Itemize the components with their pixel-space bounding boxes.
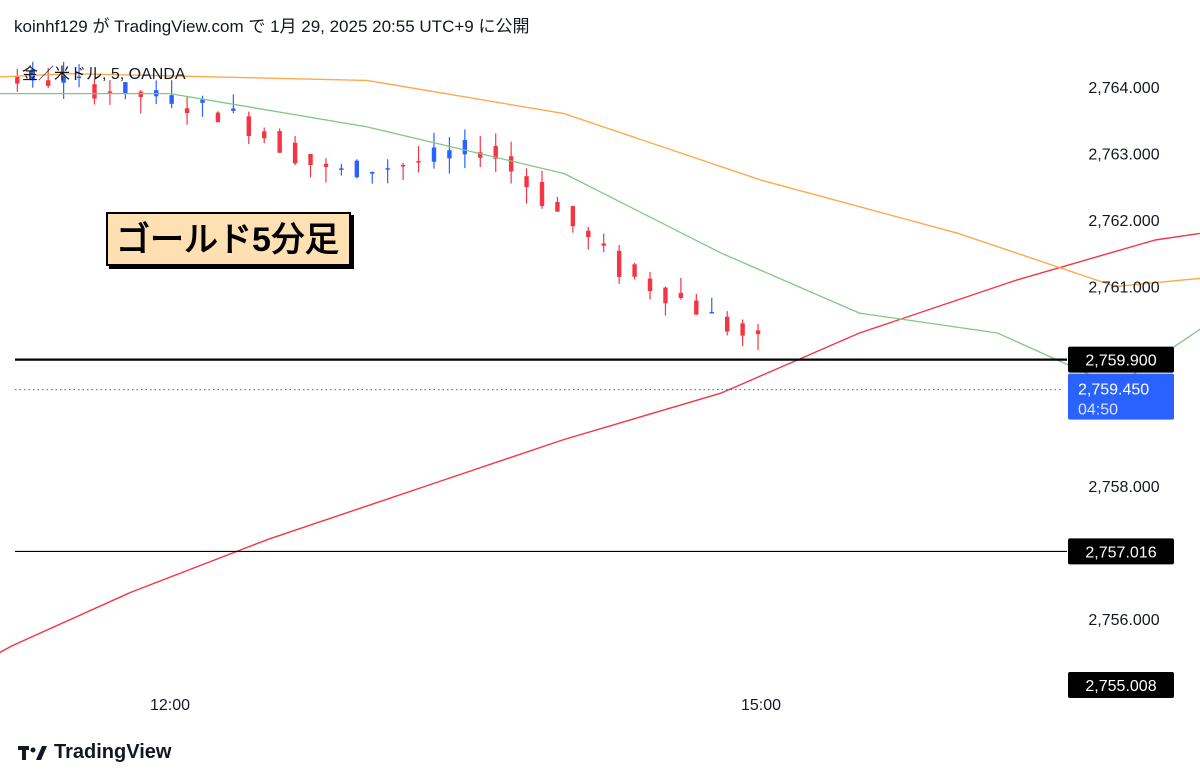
tradingview-footer[interactable]: TradingView (18, 741, 171, 764)
candle-down (246, 116, 251, 136)
symbol-label[interactable]: 金／米ドル, 5, OANDA (22, 66, 186, 83)
candle-up (447, 150, 452, 159)
candle-down (616, 250, 622, 278)
candle-down (45, 80, 51, 86)
price-tick-label: 2,762.000 (1088, 213, 1159, 230)
candle-up (462, 140, 468, 155)
candle-down (215, 112, 221, 123)
candle-down (416, 161, 421, 163)
chart-annotation-box: ゴールド5分足 (106, 212, 351, 266)
countdown-label: 04:50 (1078, 402, 1118, 419)
price-level-tag[interactable] (1068, 671, 1174, 698)
time-tick-label: 15:00 (741, 697, 781, 714)
candle-up (431, 147, 437, 162)
candle-up (169, 95, 174, 104)
price-tick-label: 2,761.000 (1088, 280, 1159, 297)
candle-down (663, 287, 668, 304)
time-tick-label: 12:00 (150, 697, 190, 714)
candle-down (138, 91, 143, 98)
candle-down (755, 330, 761, 335)
tradingview-logo-icon (18, 745, 47, 760)
candles-layer (15, 61, 761, 350)
current-price-label: 2,759.450 (1078, 382, 1149, 399)
candle-up (709, 311, 714, 314)
candle-down (292, 142, 298, 164)
ma-slow-line (0, 232, 1200, 654)
candle-down (524, 176, 529, 188)
price-levels-layer (15, 358, 1067, 553)
candle-down (277, 131, 282, 153)
price-tick-label: 2,758.000 (1088, 479, 1159, 496)
candle-up (370, 171, 375, 174)
price-axis-layer[interactable]: 2,764.000 2,763.000 2,762.000 2,761.000 2,75… (1068, 80, 1174, 698)
candle-up (354, 160, 360, 178)
candle-down (15, 76, 20, 84)
candle-down (308, 153, 313, 166)
candle-down (632, 264, 637, 277)
candle-down (493, 145, 498, 159)
candle-down (740, 323, 745, 336)
price-level-tag-label: 2,759.900 (1085, 353, 1156, 370)
price-level-tag[interactable] (1068, 346, 1174, 373)
candle-down (586, 230, 591, 238)
ma-fast-line (0, 92, 1200, 387)
candle-down (262, 131, 267, 139)
candle-down (694, 300, 699, 315)
price-tick-label: 2,764.000 (1088, 80, 1159, 97)
candle-down (107, 91, 113, 93)
candle-down (184, 108, 190, 114)
tradingview-brand-text: TradingView (54, 741, 172, 763)
candle-up (385, 168, 390, 170)
candle-down (400, 164, 406, 167)
price-tick-label: 2,763.000 (1088, 147, 1159, 164)
moving-averages-layer (0, 73, 1200, 654)
candle-down (601, 243, 606, 246)
candle-up (200, 99, 205, 103)
current-price-tag[interactable] (1068, 373, 1174, 420)
publish-header: koinhf129 が TradingView.com で 1月 29, 202… (14, 17, 530, 36)
candle-down (724, 316, 730, 332)
candle-up (61, 76, 66, 83)
candle-up (123, 82, 128, 94)
price-tick-label: 2,756.000 (1088, 612, 1159, 629)
candle-down (647, 278, 653, 292)
candle-down (478, 152, 483, 158)
candle-down (508, 156, 514, 172)
candle-up (231, 108, 236, 111)
candle-down (678, 292, 684, 298)
price-level-tag[interactable] (1068, 538, 1174, 565)
price-level-tag-label: 2,757.016 (1085, 544, 1156, 561)
candle-down (323, 163, 329, 167)
candle-down (92, 84, 97, 99)
candle-up (76, 76, 82, 79)
candle-down (570, 206, 576, 227)
candle-down (555, 201, 560, 212)
price-level-tag-label: 2,755.008 (1085, 678, 1156, 695)
candle-up (339, 168, 344, 170)
candle-down (539, 181, 545, 207)
ma-mid-line (0, 73, 1200, 288)
